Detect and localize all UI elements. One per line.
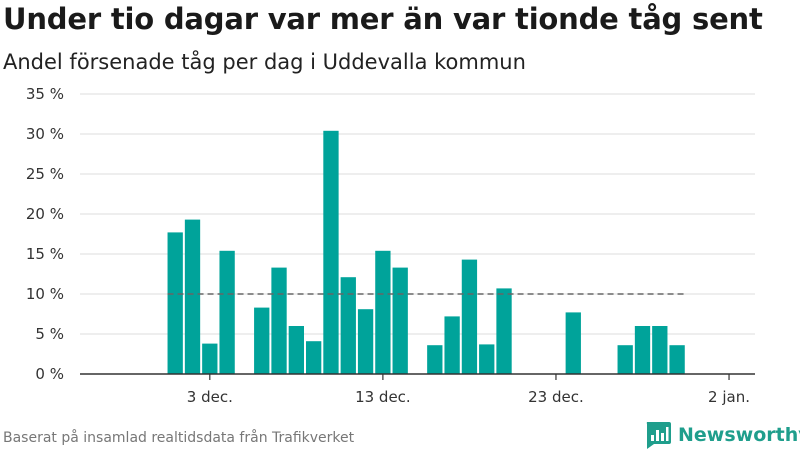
bar bbox=[202, 343, 218, 374]
y-tick-label: 5 % bbox=[35, 325, 64, 343]
bar bbox=[565, 312, 581, 374]
bar bbox=[479, 344, 495, 374]
bar bbox=[323, 130, 339, 374]
bar bbox=[444, 316, 460, 374]
bar bbox=[167, 232, 183, 374]
bar bbox=[340, 277, 356, 374]
chart-title: Under tio dagar var mer än var tionde tå… bbox=[3, 2, 763, 36]
bar bbox=[288, 326, 304, 374]
bar bbox=[375, 250, 391, 374]
bar bbox=[271, 267, 287, 374]
x-tick-label: 3 dec. bbox=[187, 388, 233, 406]
bar bbox=[669, 345, 685, 374]
chart-subtitle: Andel försenade tåg per dag i Uddevalla … bbox=[3, 50, 526, 74]
y-tick-label: 20 % bbox=[26, 205, 64, 223]
bar bbox=[219, 250, 235, 374]
bar bbox=[634, 326, 651, 374]
x-tick-label: 23 dec. bbox=[528, 388, 584, 406]
bar bbox=[617, 345, 633, 374]
bar-chart-logo-icon bbox=[646, 422, 671, 449]
brand-logo: Newsworthy bbox=[644, 420, 800, 450]
bar bbox=[427, 345, 443, 374]
x-tick-label: 13 dec. bbox=[355, 388, 411, 406]
y-tick-label: 0 % bbox=[35, 365, 64, 383]
bar bbox=[184, 219, 201, 374]
bar bbox=[306, 341, 322, 374]
bar bbox=[392, 267, 408, 374]
brand-name: Newsworthy bbox=[678, 424, 800, 446]
source-note: Baserat på insamlad realtidsdata från Tr… bbox=[3, 430, 355, 446]
bar bbox=[357, 309, 374, 374]
y-tick-label: 25 % bbox=[26, 165, 64, 183]
bar bbox=[652, 326, 668, 374]
bar bbox=[254, 307, 270, 374]
bar bbox=[496, 288, 512, 374]
y-tick-label: 10 % bbox=[26, 285, 64, 303]
bar bbox=[461, 259, 478, 374]
y-tick-label: 15 % bbox=[26, 245, 64, 263]
y-tick-label: 35 % bbox=[26, 85, 64, 103]
x-tick-label: 2 jan. bbox=[708, 388, 750, 406]
y-tick-label: 30 % bbox=[26, 125, 64, 143]
